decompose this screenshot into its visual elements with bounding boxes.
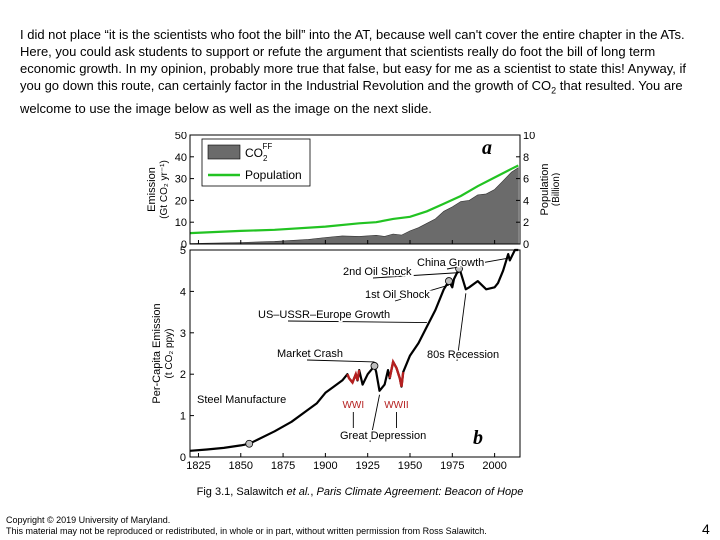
annotation-pointer-80s-recession xyxy=(456,293,467,362)
annotation-pointer-china-growth xyxy=(446,257,509,270)
tick-label-left: 20 xyxy=(175,195,187,207)
tick-label-x: 1825 xyxy=(186,460,210,472)
tick-label-y: 3 xyxy=(180,328,186,340)
war-label-wwii: WWII xyxy=(384,400,408,411)
panel-b: 0 1 2 3 4 5 1825 1850 1875 1900 1925 1950 1975 2000 Pe… xyxy=(151,240,521,472)
caption-etal: et al. xyxy=(286,486,311,498)
annotation-great-depression: Great Depression xyxy=(340,430,426,442)
intro-subscript: 2 xyxy=(551,85,557,96)
annotation-steel-manufacture: Steel Manufacture xyxy=(197,394,286,406)
annotation-pointer-us-ussr-europe-growth xyxy=(287,320,427,324)
tick-label-right: 6 xyxy=(523,174,529,186)
highlight-wwii xyxy=(388,358,405,387)
tick-label-right: 4 xyxy=(523,195,529,207)
intro-text: I did not place “it is the scientists wh… xyxy=(20,27,686,93)
y-axis-title: Per-Capita Emission xyxy=(151,303,163,403)
caption-book-title: Paris Climate Agreement: Beacon of Hope xyxy=(316,486,524,498)
y-axis-right-title: Population xyxy=(539,164,551,216)
y-axis-units: (t CO₂ ppy) xyxy=(164,329,175,379)
annotation-china-growth: China Growth xyxy=(417,257,484,269)
legend-co2-sub: 2 xyxy=(263,154,268,163)
panel-b-letter: b xyxy=(473,427,483,449)
annotation-1st-oil-shock: 1st Oil Shock xyxy=(365,289,430,301)
tick-label-right: 2 xyxy=(523,217,529,229)
annotation-pointer-1st-oil-shock xyxy=(394,284,450,302)
annotation-market-crash: Market Crash xyxy=(277,348,343,360)
legend-population-label: Population xyxy=(245,168,302,182)
tick-label-right: 0 xyxy=(523,239,529,251)
tick-label-right: 10 xyxy=(523,132,535,142)
copyright-line: Copyright © 2019 University of Maryland. xyxy=(6,515,171,525)
tick-label-y: 5 xyxy=(180,245,186,257)
legend-co2-sup: FF xyxy=(262,142,272,151)
legend-co2-label: CO2 FF xyxy=(245,142,272,163)
annotation-pointer-great-depression xyxy=(369,394,380,443)
tick-label-left: 30 xyxy=(175,174,187,186)
tick-label-x: 1900 xyxy=(313,460,337,472)
rights-line: This material may not be reproduced or r… xyxy=(6,526,487,536)
tick-label-left: 0 xyxy=(181,239,187,251)
annotation-pointer-market-crash xyxy=(306,359,375,363)
tick-label-x: 1850 xyxy=(229,460,253,472)
annotation-marker-steel-manufacture xyxy=(245,439,254,448)
caption-prefix: Fig 3.1, Salawitch xyxy=(196,486,287,498)
tick-label-y: 1 xyxy=(180,411,186,423)
highlight-wwi xyxy=(346,369,361,385)
footer: Copyright © 2019 University of Maryland.… xyxy=(6,515,487,537)
intro-tail: that resulted. You are welcome to use th… xyxy=(20,78,683,116)
co2-area xyxy=(189,167,519,245)
tick-label-y: 2 xyxy=(180,369,186,381)
tick-label-x: 1950 xyxy=(398,460,422,472)
annotation-marker-market-crash xyxy=(370,362,379,370)
panel-a-frame xyxy=(189,134,521,245)
tick-label-x: 1875 xyxy=(271,460,295,472)
war-label-wwi: WWI xyxy=(342,400,364,411)
panel-b-frame xyxy=(189,249,521,458)
annotation-80s-recession: 80s Recession xyxy=(427,349,499,361)
legend-co2-text: CO xyxy=(245,146,263,160)
y-axis-right-units: (Billion) xyxy=(551,173,560,206)
tick-label-right: 8 xyxy=(523,152,529,164)
annotation-pointer-2nd-oil-shock xyxy=(372,272,460,279)
tick-label-left: 40 xyxy=(175,152,187,164)
tick-label-left: 10 xyxy=(175,217,187,229)
y-axis-left-units: (Gt CO₂ yr⁻¹) xyxy=(159,160,170,219)
tick-label-left: 50 xyxy=(175,132,187,142)
legend-co2-swatch xyxy=(207,144,241,160)
y-axis-left-title: Emission xyxy=(146,167,158,212)
tick-label-x: 2000 xyxy=(482,460,506,472)
figure-caption: Fig 3.1, Salawitch et al., Paris Climate… xyxy=(0,486,720,498)
page-number: 4 xyxy=(702,521,710,537)
annotation-us-ussr-europe-growth: US–USSR–Europe Growth xyxy=(258,309,390,321)
annotation-2nd-oil-shock: 2nd Oil Shock xyxy=(343,266,412,278)
panel-a-letter: a xyxy=(482,137,492,159)
annotation-marker-1st-oil-shock xyxy=(445,277,453,285)
caption-separator: , xyxy=(310,486,317,498)
intro-paragraph: I did not place “it is the scientists wh… xyxy=(20,26,692,117)
tick-label-y: 0 xyxy=(180,452,186,464)
tick-label-y: 4 xyxy=(180,286,186,298)
population-line xyxy=(189,164,519,235)
tick-label-x: 1975 xyxy=(440,460,464,472)
panel-a: 0 10 20 30 40 50 0 2 4 6 8 10 Emission (Gt CO₂ yr⁻¹) P… xyxy=(146,132,560,251)
tick-label-x: 1925 xyxy=(355,460,379,472)
